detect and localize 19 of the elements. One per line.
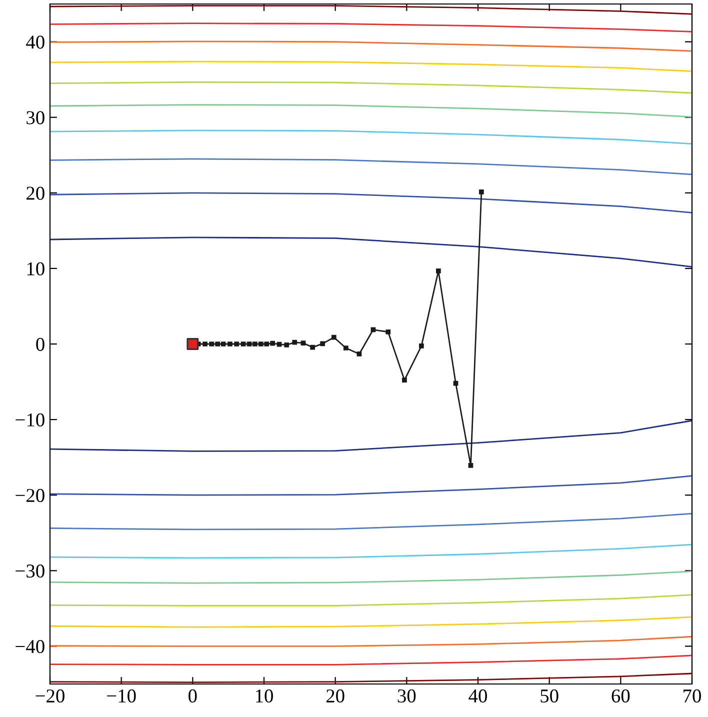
y-tick-label: 10 [27,262,44,276]
y-tick-label: 40 [26,36,44,49]
x-tick-label: 20 [326,689,344,703]
x-tick-label: 60 [612,689,630,703]
y-tick-label: 30 [26,111,44,124]
y-tick-label: 20 [26,186,44,200]
y-tick-label: −20 [16,488,44,502]
x-tick-label: 30 [398,689,416,703]
y-tick-label: −30 [16,564,44,578]
y-tick-label: −10 [16,413,44,426]
x-tick-label: 40 [468,689,487,703]
y-tick-label: 0 [36,338,44,351]
x-tick-label: 0 [188,689,197,703]
x-tick-label: 10 [256,689,273,703]
x-tick-label: −10 [107,689,136,703]
x-tick-label: 50 [540,689,558,703]
x-tick-label: −20 [36,689,64,703]
y-tick-label: −40 [16,640,44,654]
x-tick-label: 70 [684,689,701,703]
